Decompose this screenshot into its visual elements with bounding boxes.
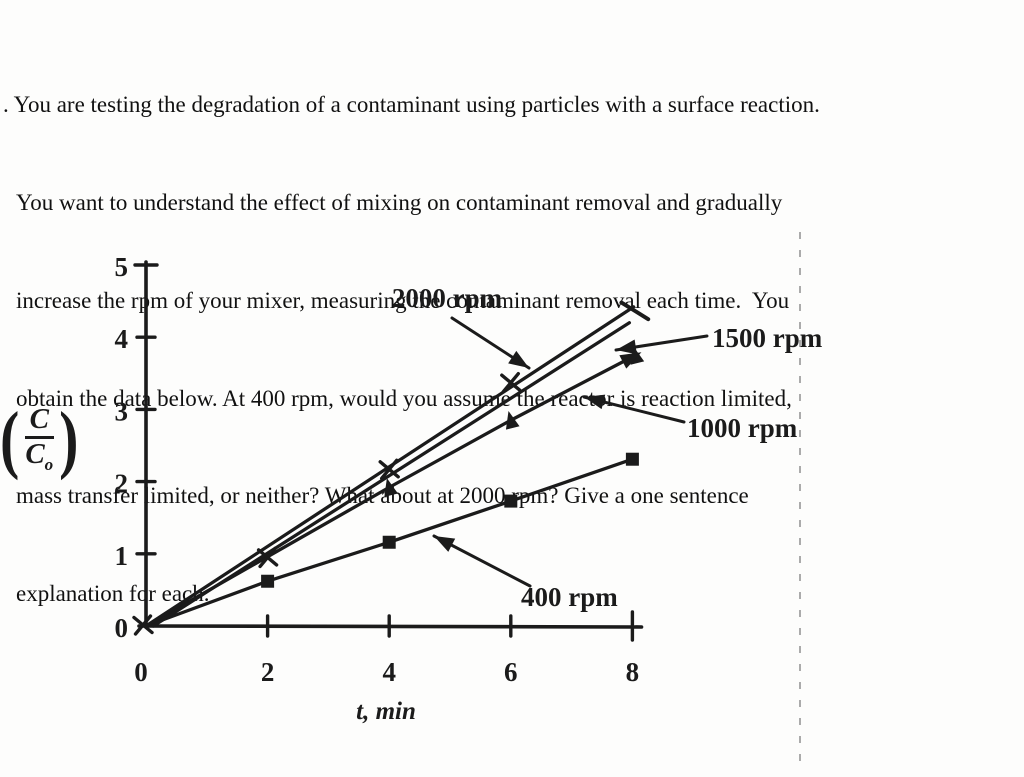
marker-triangle <box>384 478 398 497</box>
x-axis-tick-label: 2 <box>261 657 275 687</box>
marker-triangle <box>505 411 520 430</box>
annotation-1500-rpm-arrowhead <box>616 339 637 355</box>
problem-statement: . You are testing the degradation of a c… <box>3 24 1018 676</box>
y-axis-tick-label: 3 <box>115 396 129 426</box>
problem-line: increase the rpm of your mixer, measurin… <box>16 287 790 313</box>
marker-square <box>504 494 518 508</box>
marker-x-stroke <box>258 546 277 569</box>
annotation-400-rpm-arrowhead <box>434 536 456 552</box>
y-axis-tick-label: 5 <box>115 252 129 282</box>
marker-x-stroke <box>380 458 399 481</box>
problem-line: . You are testing the degradation of a c… <box>3 92 820 118</box>
x-axis-tick-label: 4 <box>382 657 396 687</box>
x-axis-tick-label: 0 <box>134 657 148 687</box>
x-axis-tick-label: 8 <box>626 657 640 687</box>
y-axis-label: ( C Co ) <box>0 400 79 477</box>
y-axis-label-denominator: Co <box>25 437 54 474</box>
annotation-1000-rpm-label: 1000 rpm <box>687 413 798 443</box>
problem-line: You want to understand the effect of mix… <box>16 189 783 215</box>
y-axis-tick-label: 4 <box>115 324 129 354</box>
marker-square <box>261 574 275 588</box>
annotation-1500-rpm-label: 1500 rpm <box>712 323 823 353</box>
y-axis-label-fraction: C Co <box>20 403 58 474</box>
series-end-arrowhead <box>619 352 642 369</box>
marker-x-stroke <box>133 614 153 636</box>
marker-square <box>625 452 639 466</box>
annotation-1000-rpm-arrowhead <box>584 394 606 410</box>
series-line-1500-rpm <box>151 321 632 628</box>
y-axis-tick-label: 1 <box>115 541 129 571</box>
annotation-2000-rpm-arrowhead <box>508 350 529 368</box>
y-axis-label-paren: ( <box>0 395 20 482</box>
series-end-cap <box>619 300 651 322</box>
problem-line: obtain the data below. At 400 rpm, would… <box>16 385 792 411</box>
annotation-400-rpm-label: 400 rpm <box>521 582 618 612</box>
y-axis-label-numerator: C <box>24 403 54 439</box>
problem-line: mass transfer limited, or neither? What … <box>16 483 749 509</box>
x-axis-title: t, min <box>356 698 416 725</box>
y-axis-label-paren: ) <box>59 395 79 482</box>
marker-square <box>382 535 396 549</box>
marker-x-stroke <box>501 371 520 394</box>
y-axis-tick-label: 2 <box>115 469 129 499</box>
x-axis-tick-label: 6 <box>504 657 518 687</box>
annotation-2000-rpm-label: 2000 rpm <box>392 283 503 313</box>
y-axis-tick-label: 0 <box>115 613 129 643</box>
